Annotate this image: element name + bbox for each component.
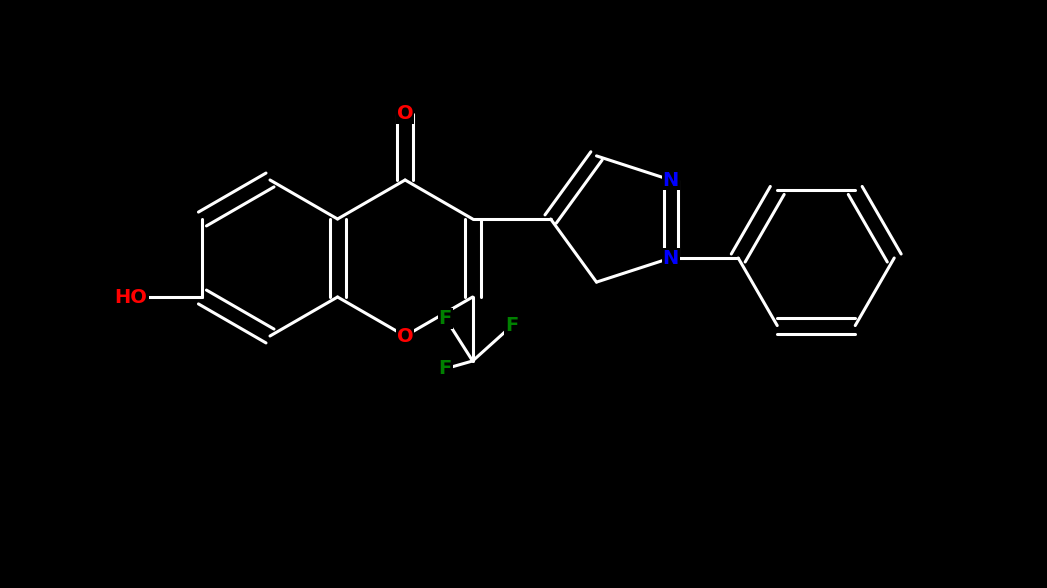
Text: N: N — [663, 249, 678, 268]
Text: F: F — [439, 359, 452, 378]
Text: F: F — [439, 309, 452, 328]
Text: O: O — [397, 326, 414, 346]
Text: O: O — [397, 104, 414, 123]
Text: HO: HO — [115, 288, 148, 306]
Text: F: F — [505, 316, 518, 335]
Text: N: N — [663, 171, 678, 189]
